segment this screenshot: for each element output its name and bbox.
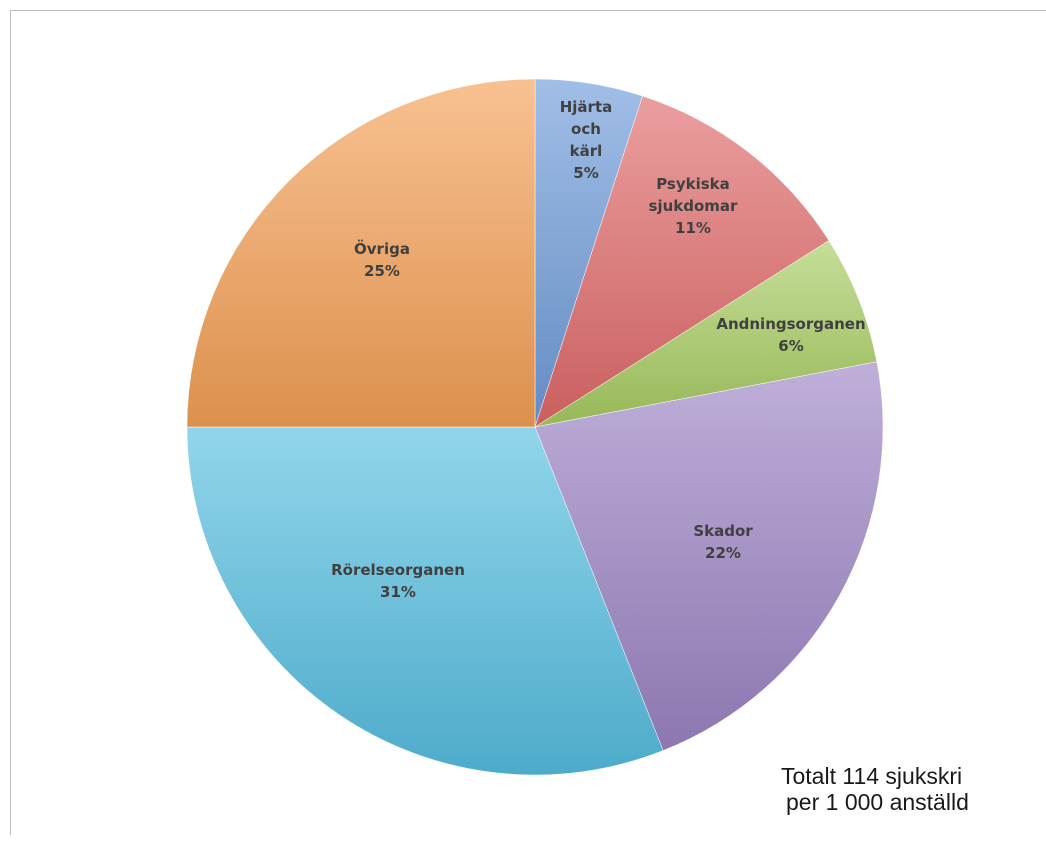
pie-slice-label-6: Övriga 25% <box>354 239 410 280</box>
pie-slice-label-2: Psykiska sjukdomar 11% <box>649 175 739 237</box>
total-note: Totalt 114 sjukskri per 1 000 anställd <box>781 763 1046 815</box>
pie-labels: Hjärta och kärl 5% Psykiska sjukdomar 11% Andni… <box>331 98 866 601</box>
pie-slice-label-5: Rörelseorganen 31% <box>331 561 465 601</box>
pie-slice-2 <box>534 95 830 428</box>
pie-slice-label-1: Hjärta och kärl 5% <box>560 98 613 182</box>
pie-slices <box>186 78 884 776</box>
pie-slice-6 <box>186 78 536 428</box>
chart-frame: Hjärta och kärl 5% Psykiska sjukdomar 11% Andni… <box>10 10 1046 835</box>
pie-chart: Hjärta och kärl 5% Psykiska sjukdomar 11% Andni… <box>186 78 884 776</box>
pie-slice-4 <box>534 361 884 751</box>
total-note-line-1: Totalt 114 sjukskri <box>781 763 963 789</box>
total-note-line-2: per 1 000 anställd <box>786 789 969 815</box>
pie-slice-3 <box>534 240 878 428</box>
pie-slice-5 <box>186 426 664 776</box>
pie-slice-label-3: Andningsorganen 6% <box>716 315 865 355</box>
pie-slice-label-4: Skador 22% <box>693 522 753 562</box>
